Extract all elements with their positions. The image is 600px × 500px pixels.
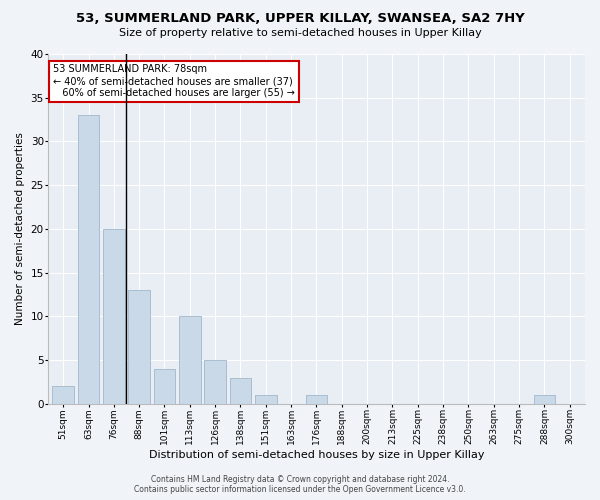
Bar [255, 395, 277, 404]
Bar [154, 369, 175, 404]
Bar [128, 290, 150, 404]
X-axis label: Distribution of semi-detached houses by size in Upper Killay: Distribution of semi-detached houses by … [149, 450, 484, 460]
Text: 53 SUMMERLAND PARK: 78sqm
← 40% of semi-detached houses are smaller (37)
   60% : 53 SUMMERLAND PARK: 78sqm ← 40% of semi-… [53, 64, 295, 98]
Bar [306, 395, 327, 404]
Text: 53, SUMMERLAND PARK, UPPER KILLAY, SWANSEA, SA2 7HY: 53, SUMMERLAND PARK, UPPER KILLAY, SWANS… [76, 12, 524, 26]
Bar [205, 360, 226, 404]
Bar [78, 115, 99, 404]
Text: Size of property relative to semi-detached houses in Upper Killay: Size of property relative to semi-detach… [119, 28, 481, 38]
Y-axis label: Number of semi-detached properties: Number of semi-detached properties [15, 132, 25, 326]
Bar [52, 386, 74, 404]
Bar [179, 316, 200, 404]
Bar [534, 395, 555, 404]
Bar [103, 229, 125, 404]
Text: Contains HM Land Registry data © Crown copyright and database right 2024.
Contai: Contains HM Land Registry data © Crown c… [134, 474, 466, 494]
Bar [230, 378, 251, 404]
